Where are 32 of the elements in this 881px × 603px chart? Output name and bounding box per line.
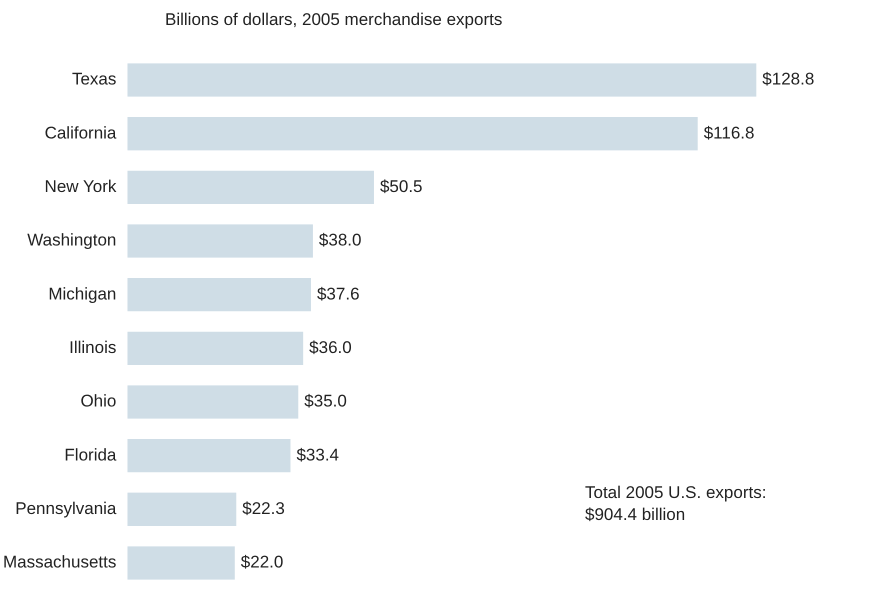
data-label: $50.5 [380, 177, 423, 196]
y-tick-label: Pennsylvania [15, 498, 117, 518]
y-tick-label: Massachusetts [2, 552, 116, 572]
data-label: $22.0 [240, 552, 284, 572]
data-label: $33.4 [296, 445, 340, 464]
bar [127, 332, 304, 365]
data-label: $35.0 [304, 392, 347, 411]
y-tick-label: Ohio [80, 392, 116, 411]
bar [127, 224, 313, 258]
y-tick-label: Illinois [69, 338, 116, 358]
bar [127, 117, 698, 150]
data-label: $37.6 [316, 284, 360, 304]
bar [127, 385, 298, 419]
data-label: $36.0 [309, 338, 352, 358]
y-tick-label: Washington [27, 230, 116, 250]
data-label: $22.3 [242, 498, 285, 518]
y-tick-label: Michigan [48, 284, 116, 304]
y-tick-label: Texas [72, 70, 116, 89]
chart-title: Billions of dollars, 2005 merchandise exports [165, 10, 502, 30]
y-tick-label: Florida [64, 445, 117, 464]
data-label: $38.0 [318, 230, 362, 250]
bar [127, 546, 235, 580]
bar [127, 170, 374, 204]
y-tick-label: California [44, 123, 117, 142]
bar [127, 492, 236, 526]
data-label: $128.8 [762, 70, 814, 89]
bar [127, 278, 311, 312]
data-label: $116.8 [704, 123, 754, 142]
bar [127, 439, 290, 472]
y-tick-label: New York [44, 177, 117, 196]
bar [127, 63, 756, 97]
annotation: Total 2005 U.S. exports: $904.4 billion [585, 482, 768, 526]
